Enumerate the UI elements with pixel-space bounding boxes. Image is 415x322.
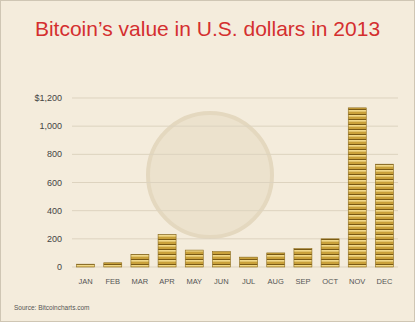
watermark <box>148 113 272 237</box>
x-tick-label: FEB <box>105 277 120 286</box>
bar <box>185 250 203 267</box>
bar <box>267 253 285 267</box>
background <box>1 1 415 322</box>
chart: Bitcoin’s value in U.S. dollars in 2013 0… <box>0 0 415 322</box>
grid-line <box>72 98 398 99</box>
bars <box>77 108 394 267</box>
x-tick-label: JUN <box>214 277 229 286</box>
bar <box>77 264 95 267</box>
x-tick-label: AUG <box>268 277 284 286</box>
x-tick-label: MAR <box>132 277 149 286</box>
x-tick-label: APR <box>159 277 175 286</box>
y-tick-label: 1,000 <box>39 121 62 131</box>
x-tick-label: JUL <box>242 277 255 286</box>
bar <box>104 263 122 267</box>
y-tick-label: 600 <box>47 178 62 188</box>
x-tick-label: JAN <box>78 277 92 286</box>
bar <box>321 239 339 267</box>
source: Source: Bitcoincharts.com <box>14 304 90 311</box>
bar <box>131 254 149 267</box>
title: Bitcoin’s value in U.S. dollars in 2013 <box>35 17 380 40</box>
bar <box>240 257 258 267</box>
bar <box>294 249 312 267</box>
y-axis: 0 200 400 600 800 1,000 $1,200 <box>34 93 62 272</box>
bar <box>348 108 366 267</box>
y-tick-label: $1,200 <box>34 93 62 103</box>
x-tick-label: OCT <box>322 277 338 286</box>
bar <box>375 164 393 267</box>
y-tick-label: 0 <box>57 262 62 272</box>
grid <box>72 98 398 267</box>
bar <box>212 252 230 267</box>
x-tick-label: MAY <box>186 277 202 286</box>
x-axis: JAN FEB MAR APR MAY JUN JUL AUG SEP OCT NOV DEC <box>78 277 392 286</box>
bar <box>158 235 176 267</box>
y-tick-label: 200 <box>47 234 62 244</box>
x-tick-label: SEP <box>295 277 310 286</box>
x-tick-label: NOV <box>349 277 365 286</box>
y-tick-label: 800 <box>47 149 62 159</box>
y-tick-label: 400 <box>47 206 62 216</box>
x-tick-label: DEC <box>376 277 392 286</box>
